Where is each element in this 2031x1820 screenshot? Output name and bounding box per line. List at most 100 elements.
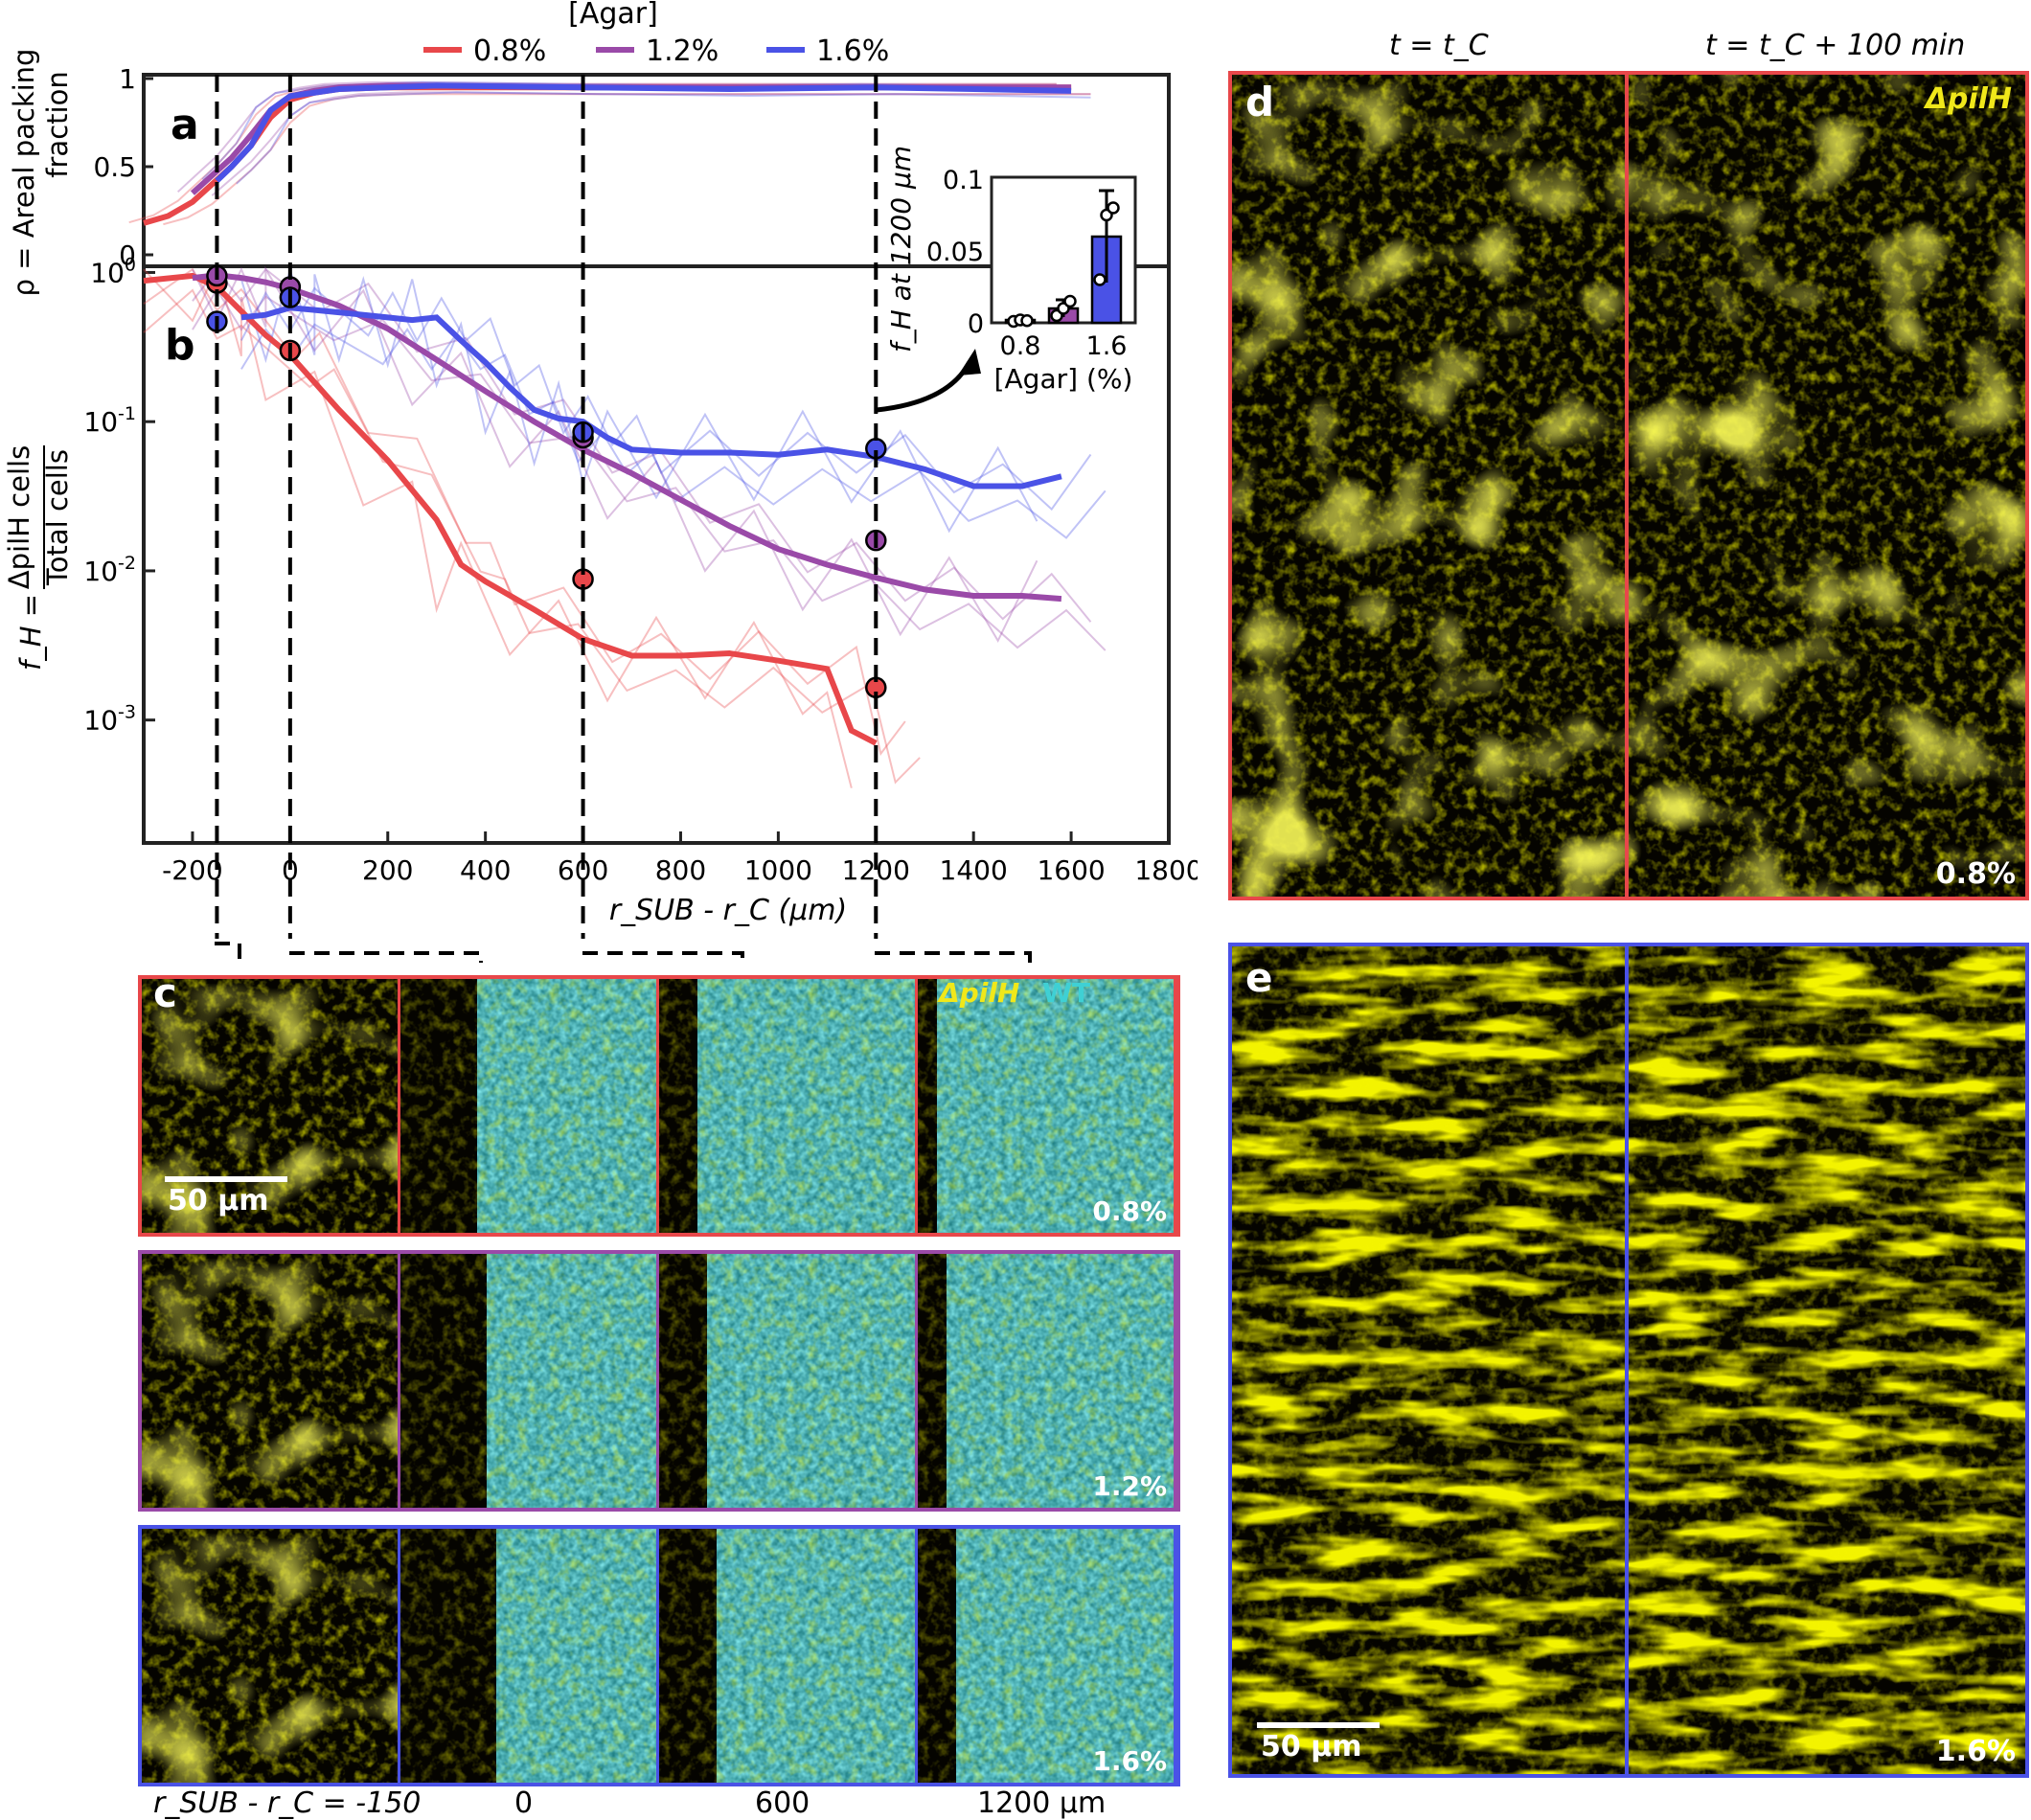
panel-c-row-label: 1.2%: [1092, 1470, 1167, 1502]
panel-c-col-label-3: 1200 μm: [977, 1786, 1107, 1820]
legend-pilH: ΔpilH: [939, 977, 1020, 1009]
panel-b-letter: b: [165, 321, 195, 370]
panel-e-image: e 50 μm 1.6%: [1228, 943, 2029, 1778]
panel-c-image: [918, 1529, 1176, 1783]
inset-ytick: 0.1: [943, 166, 984, 195]
inset-ylabel: f_H at 1200 μm: [885, 146, 917, 353]
panel-c-row-label: 0.8%: [1092, 1195, 1167, 1227]
panel-d-image: d ΔpilH 0.8%: [1228, 71, 2029, 900]
panel-c-letter: c: [153, 969, 177, 1016]
inset-ytick: 0.05: [926, 238, 984, 267]
legend-label-0-8: 0.8%: [473, 34, 546, 68]
panel-a-series-line: [215, 82, 1072, 183]
inset-point: [1020, 314, 1034, 328]
panel-a-ylabel-line2: fraction: [41, 71, 74, 177]
inset-point: [1107, 201, 1120, 215]
panel-b-xtick: 200: [362, 854, 413, 886]
inset-xtick: 1.6: [1086, 331, 1128, 361]
panel-b-ylabel-denominator: Total cells: [41, 449, 74, 586]
panel-a-ylabel: ρ = Areal packing fraction: [8, 49, 74, 297]
panel-b-ylabel-numerator: ΔpilH cells: [3, 445, 35, 589]
panel-c-row: 0.8%: [138, 975, 1180, 1237]
panel-c-grid: 0.8% 1.2% 1.6%: [138, 975, 1180, 1786]
panel-d-strain: ΔpilH: [1925, 82, 2012, 116]
panel-a-ytick: 0: [119, 239, 136, 271]
panel-b-replicate-line: [192, 287, 1107, 651]
panel-c-col-label-0: r_SUB - r_C = -150: [153, 1786, 422, 1820]
panel-c-image: [918, 1254, 1176, 1508]
panel-b-replicate-line: [143, 266, 853, 788]
panel-c-image: [142, 979, 400, 1233]
panel-c-image: [142, 1529, 400, 1783]
inset-point: [1063, 294, 1077, 308]
panel-a-ytick: 1: [119, 63, 136, 95]
panel-a-replicate-line: [176, 80, 1057, 193]
panel-c-image: [400, 979, 659, 1233]
panel-b-xtick: -200: [162, 854, 223, 886]
panel-c-col-label-1: 0: [514, 1786, 534, 1820]
legend-wt: WT: [1042, 977, 1091, 1009]
panel-b-ylabel-prefix: f_H =: [14, 594, 47, 671]
panel-a-plot: a 00.51: [93, 63, 1171, 271]
panel-c-scale-label: 50 μm: [168, 1184, 269, 1217]
panel-c-image: [400, 1254, 659, 1508]
legend-title: [Agar]: [568, 0, 658, 31]
panel-c-col-label-2: 600: [755, 1786, 810, 1820]
panel-a-replicate-line: [128, 82, 1057, 224]
panel-b-replicate-line: [143, 288, 921, 785]
legend-label-1-2: 1.2%: [646, 34, 719, 68]
panel-b-xticks: -200 0 200 400 600 800 1000 1200 1400 1600 1800: [162, 831, 1198, 886]
panel-b-xtick: 1600: [1037, 854, 1105, 886]
panel-c-image: [400, 1529, 659, 1783]
inset-xlabel: [Agar] (%): [994, 363, 1133, 395]
panel-a-replicate-line: [211, 91, 1091, 196]
panel-d-time-right: t = t_C + 100 min: [1705, 29, 1966, 62]
panel-b-replicate-line: [240, 286, 1092, 512]
panel-d-time-left: t = t_C: [1389, 29, 1489, 62]
panel-c-row-label: 1.6%: [1092, 1745, 1167, 1777]
panel-c-legend: ΔpilH WT: [939, 977, 1090, 1009]
panel-c-row: 1.6%: [138, 1525, 1180, 1786]
panel-c-image: [142, 1254, 400, 1508]
panel-a-ylabel-line1: ρ = Areal packing: [8, 49, 40, 297]
panel-b-replicate-line: [192, 265, 1038, 644]
panel-b-xtick: 1800: [1134, 854, 1198, 886]
legend-label-1-6: 1.6%: [816, 34, 889, 68]
panel-b-xtick: 0: [282, 854, 299, 886]
panel-b-series-line: [240, 305, 1062, 489]
panel-b-series: [143, 265, 1107, 788]
panel-e-letter: e: [1245, 954, 1273, 1001]
panel-e-label: 1.6%: [1935, 1735, 2016, 1768]
panel-b-xlabel: r_SUB - r_C (μm): [609, 894, 847, 927]
panel-b-series-line: [192, 272, 1062, 603]
panel-a-replicate-line: [236, 91, 1091, 185]
panel-b-xtick: 800: [655, 854, 706, 886]
panel-d-label: 0.8%: [1935, 857, 2016, 891]
panel-b-replicate-line: [143, 267, 906, 757]
panel-b-replicate-line: [240, 323, 1107, 539]
panel-c-image: [659, 1529, 918, 1783]
dashed-guide-lines: [215, 75, 879, 939]
panel-c-row: 1.2%: [138, 1250, 1180, 1512]
legend: [Agar] 0.8% 1.2% 1.6%: [423, 0, 889, 68]
panel-c-image: [659, 979, 918, 1233]
panel-b-ylabel: f_H = ΔpilH cells Total cells: [3, 445, 74, 671]
inset-bar-chart: 0 0.05 0.1 0.8 1.6 f_H at 1200 μm [Agar] (%): [876, 146, 1137, 413]
panel-a-replicate-line: [163, 93, 1091, 226]
panel-e-scale-label: 50 μm: [1261, 1730, 1362, 1763]
panel-b-xtick: 1400: [940, 854, 1008, 886]
panel-b-xtick: 1000: [744, 854, 812, 886]
panel-a-letter: a: [171, 101, 199, 149]
inset-ytick: 0: [968, 309, 984, 339]
panel-c-connectors: [215, 942, 1032, 963]
panel-d-letter: d: [1245, 79, 1275, 125]
panel-c-image: [659, 1254, 918, 1508]
panel-e-scale-bar: [1257, 1722, 1380, 1728]
panel-a-ytick: 0.5: [93, 151, 136, 183]
main-chart: [Agar] 0.8% 1.2% 1.6% a 00.51 b 10010-11…: [3, 0, 1198, 939]
panel-b-xtick: 400: [460, 854, 511, 886]
inset-point: [1093, 273, 1107, 286]
panel-a-yticks: 00.51: [93, 63, 153, 271]
panel-b-replicate-line: [240, 265, 1038, 534]
panel-c-image: [918, 979, 1176, 1233]
